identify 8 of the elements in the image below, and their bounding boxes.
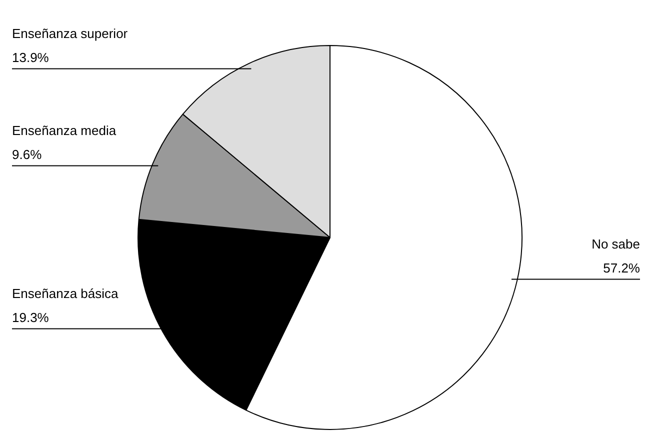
slice-label: No sabe xyxy=(592,236,640,252)
data-label: 13.9% xyxy=(12,50,50,65)
slice-label: Enseñanza media xyxy=(12,122,117,138)
data-label: 9.6% xyxy=(12,146,42,162)
slice-label: Enseñanza básica xyxy=(12,286,120,301)
data-label: 57.2% xyxy=(603,260,640,276)
data-label: 19.3% xyxy=(12,310,50,325)
slice-label: Enseñanza superior xyxy=(12,26,128,41)
